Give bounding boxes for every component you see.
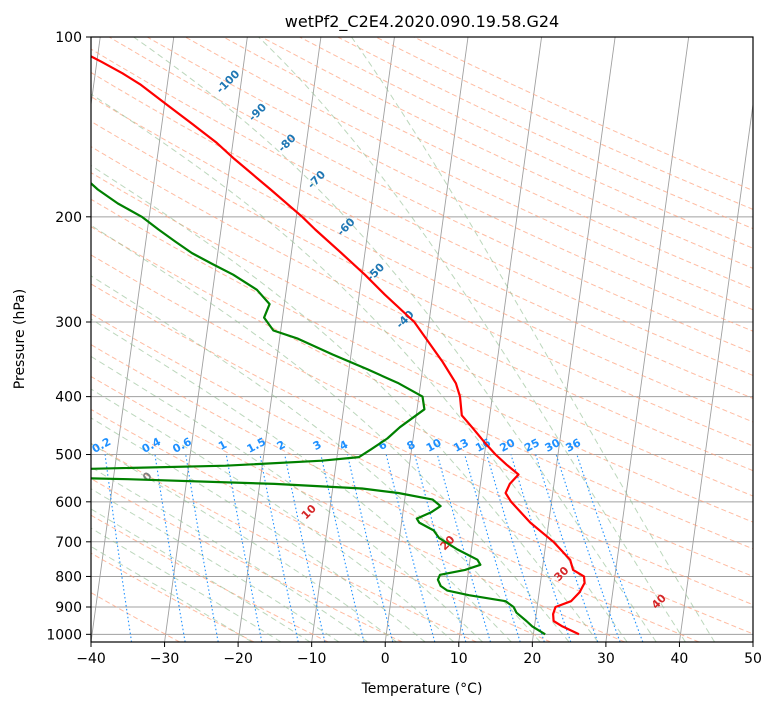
x-tick-label: −40	[76, 651, 106, 667]
x-tick-label: −20	[223, 651, 253, 667]
y-tick-label: 600	[55, 495, 82, 511]
y-tick-label: 100	[55, 30, 82, 46]
y-tick-label: 1000	[46, 627, 82, 643]
x-tick-label: 40	[671, 651, 689, 667]
y-tick-label: 900	[55, 600, 82, 616]
y-tick-label: 700	[55, 535, 82, 551]
x-tick-label: 50	[744, 651, 762, 667]
y-tick-label: 800	[55, 569, 82, 585]
x-tick-label: 10	[450, 651, 468, 667]
x-tick-label: 30	[597, 651, 615, 667]
x-tick-label: −30	[150, 651, 180, 667]
y-axis-label: Pressure (hPa)	[12, 289, 28, 389]
x-tick-label: −10	[297, 651, 327, 667]
y-tick-label: 200	[55, 210, 82, 226]
x-axis-label: Temperature (°C)	[361, 681, 483, 697]
y-tick-label: 300	[55, 315, 82, 331]
x-tick-label: 20	[523, 651, 541, 667]
y-tick-label: 500	[55, 448, 82, 464]
x-tick-label: 0	[381, 651, 390, 667]
y-tick-label: 400	[55, 390, 82, 406]
chart-title: wetPf2_C2E4.2020.090.19.58.G24	[285, 12, 559, 32]
